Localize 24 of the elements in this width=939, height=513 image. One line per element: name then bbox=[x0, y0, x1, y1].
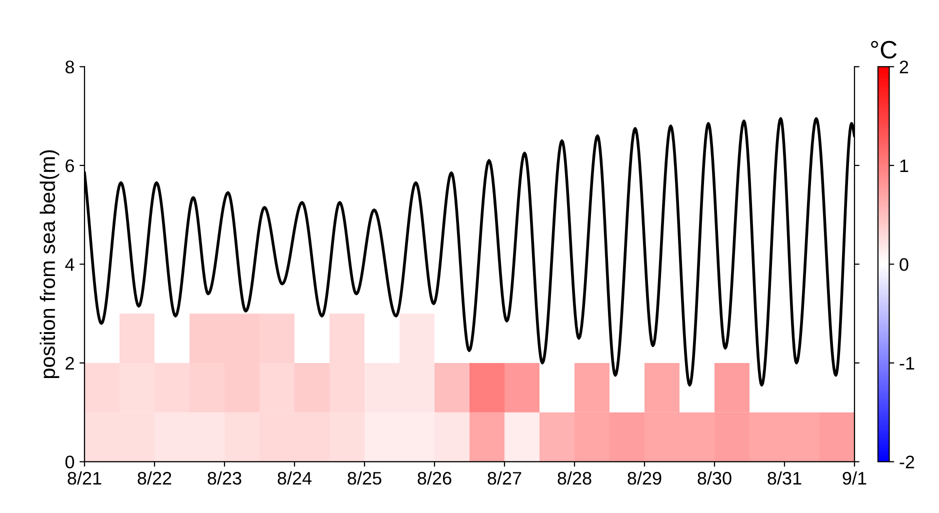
x-tick-label: 8/26 bbox=[418, 471, 452, 485]
y-tick-label: 8 bbox=[66, 60, 74, 74]
color-bar-label: -1 bbox=[900, 357, 914, 370]
x-tick-label: 8/24 bbox=[278, 471, 312, 485]
x-tick-label: 8/25 bbox=[348, 471, 382, 485]
y-axis-title: position from sea bed(m) bbox=[40, 150, 60, 378]
x-tick-label: 8/27 bbox=[488, 471, 522, 485]
color-bar-label: 2 bbox=[900, 60, 908, 74]
x-tick-label: 8/31 bbox=[768, 471, 802, 485]
y-tick-label: 2 bbox=[66, 356, 74, 370]
color-bar-label: -2 bbox=[900, 456, 914, 468]
y-tick-label: 4 bbox=[65, 258, 74, 271]
x-tick-label: 8/29 bbox=[628, 471, 662, 485]
x-tick-label: 8/21 bbox=[68, 471, 102, 485]
color-bar-label: 0 bbox=[900, 258, 908, 271]
x-tick-label: 9/1 bbox=[842, 471, 866, 485]
y-tick-label: 6 bbox=[66, 159, 74, 172]
color-bar-label: 1 bbox=[900, 160, 908, 172]
x-tick-label: 8/23 bbox=[208, 471, 242, 485]
y-tick-label: 0 bbox=[65, 456, 74, 468]
color-bar-title: °C bbox=[871, 40, 897, 59]
x-tick-label: 8/30 bbox=[698, 471, 732, 485]
x-tick-label: 8/28 bbox=[558, 471, 592, 485]
x-tick-label: 8/22 bbox=[138, 471, 172, 485]
